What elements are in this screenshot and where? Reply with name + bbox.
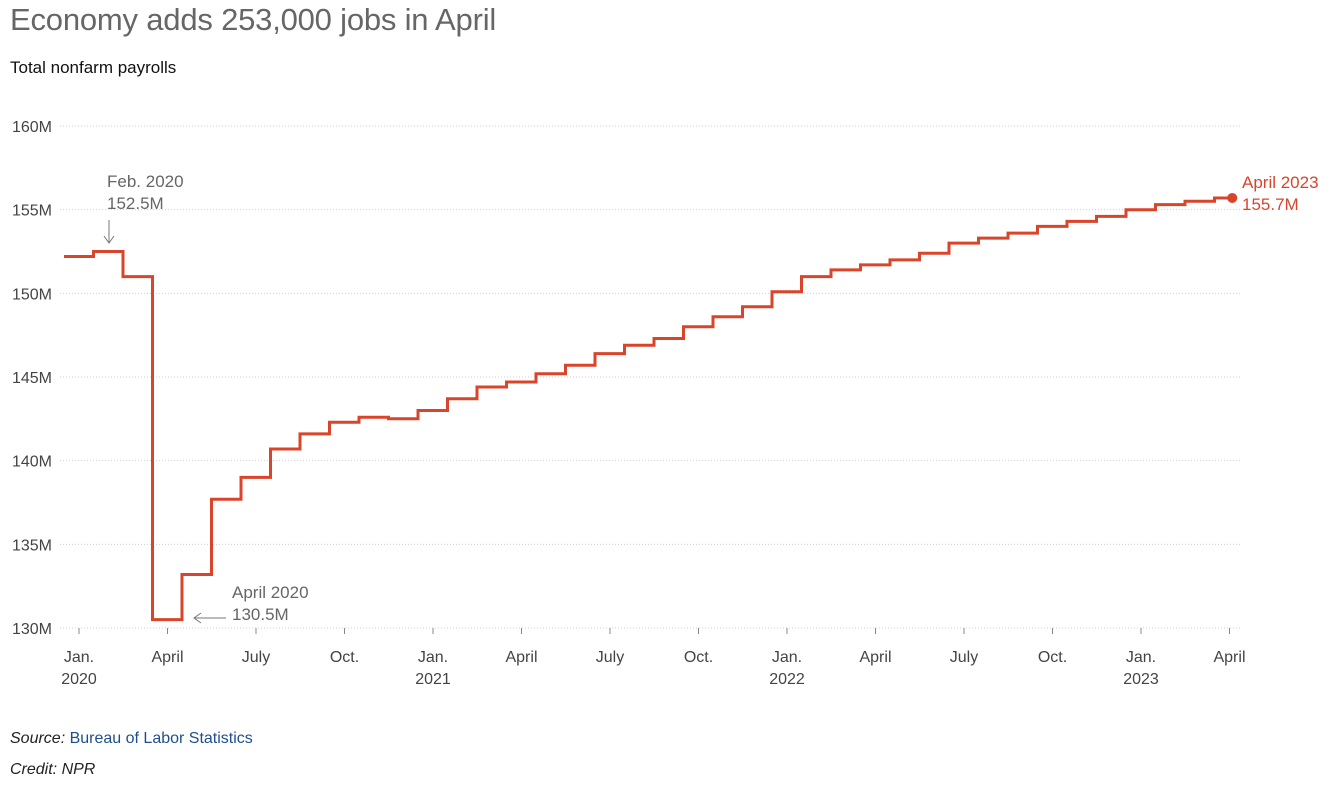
x-tick-label: Oct.	[684, 649, 713, 666]
annotation-value: 130.5M	[232, 605, 289, 624]
x-tick-label: Jan.	[64, 649, 94, 666]
annotation-arrow	[103, 220, 115, 244]
x-tick-year-label: 2020	[61, 671, 97, 688]
x-tick-year-label: 2022	[769, 671, 805, 688]
annotation-arrow	[193, 612, 226, 624]
x-tick-label: April	[505, 649, 537, 666]
y-tick-label: 150M	[12, 286, 52, 303]
chart-subtitle: Total nonfarm payrolls	[10, 58, 177, 77]
y-tick-label: 160M	[12, 119, 52, 136]
x-tick-label: July	[950, 649, 978, 666]
annotation-value: 155.7M	[1242, 195, 1299, 214]
x-tick-label: Jan.	[772, 649, 802, 666]
source-line: Source: Bureau of Labor Statistics	[10, 730, 253, 748]
source-link[interactable]: Bureau of Labor Statistics	[69, 730, 253, 747]
y-tick-label: 140M	[12, 454, 52, 471]
x-tick-label: April	[859, 649, 891, 666]
x-tick-label: Jan.	[418, 649, 448, 666]
y-tick-label: 145M	[12, 370, 52, 387]
chart-title: Economy adds 253,000 jobs in April	[10, 2, 497, 37]
y-tick-label: 130M	[12, 621, 52, 638]
annotation-value: 152.5M	[107, 194, 164, 213]
x-tick-year-label: 2023	[1123, 671, 1159, 688]
x-tick-label: July	[242, 649, 270, 666]
x-tick-label: Oct.	[330, 649, 359, 666]
payrolls-step-line	[64, 196, 1233, 622]
y-tick-label: 155M	[12, 203, 52, 220]
annotation-label: Feb. 2020	[107, 172, 184, 191]
annotation-label: April 2020	[232, 583, 309, 602]
source-label: Source:	[10, 730, 66, 747]
y-tick-label: 135M	[12, 537, 52, 554]
x-tick-label: April	[151, 649, 183, 666]
x-tick-label: Jan.	[1126, 649, 1156, 666]
x-tick-label: Oct.	[1038, 649, 1067, 666]
x-tick-label: July	[596, 649, 624, 666]
credit-line: Credit: NPR	[10, 761, 96, 778]
x-tick-year-label: 2021	[415, 671, 451, 688]
latest-point-marker	[1227, 192, 1238, 203]
annotation-label: April 2023	[1242, 173, 1319, 192]
x-tick-label: April	[1213, 649, 1245, 666]
